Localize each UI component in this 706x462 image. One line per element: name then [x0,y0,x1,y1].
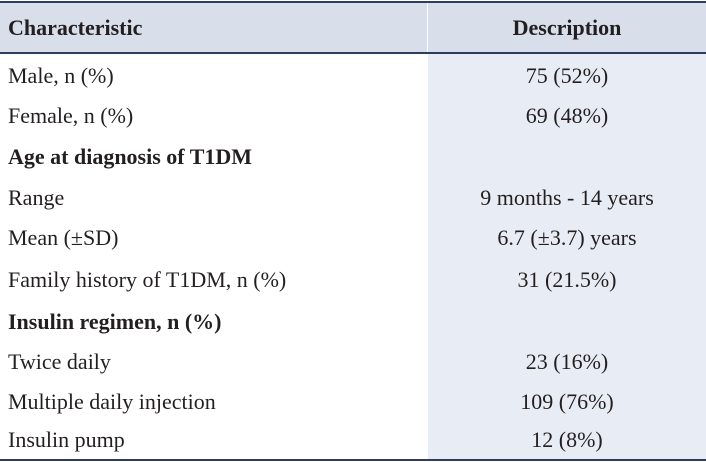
cell-description: 12 (8%) [531,427,603,452]
table-row-twice-daily: Twice daily 23 (16%) [0,342,706,382]
cell-characteristic: Male, n (%) [8,63,114,88]
cell-characteristic: Multiple daily injection [8,389,216,414]
cell-characteristic: Range [8,185,65,210]
column-header-characteristic: Characteristic [8,15,143,40]
table-row-multiple-daily-injection: Multiple daily injection 109 (76%) [0,382,706,422]
table-header-row [0,3,706,52]
cell-characteristic: Female, n (%) [8,103,134,128]
table-row-female: Female, n (%) 69 (48%) [0,96,706,136]
cell-characteristic: Family history of T1DM, n (%) [8,267,287,292]
section-heading: Age at diagnosis of T1DM [8,144,253,169]
column-header-description: Description [512,15,622,40]
cell-description: 23 (16%) [525,349,609,374]
header-column-divider [427,3,428,52]
table-row-insulin-pump: Insulin pump 12 (8%) [0,420,706,460]
cell-characteristic: Insulin pump [8,427,125,452]
table-top-rule [0,1,706,3]
table-section-age-at-diagnosis: Age at diagnosis of T1DM [0,137,706,177]
cell-description: 69 (48%) [525,103,609,128]
cell-description: 9 months - 14 years [480,185,654,210]
section-heading: Insulin regimen, n (%) [8,309,222,334]
cell-description: 75 (52%) [525,63,609,88]
table-row-range: Range 9 months - 14 years [0,178,706,218]
table-section-insulin-regimen: Insulin regimen, n (%) [0,302,706,342]
table-bottom-rule [0,459,706,461]
cell-description: 109 (76%) [520,389,614,414]
cell-description: 31 (21.5%) [517,267,617,292]
table-row-family-history: Family history of T1DM, n (%) 31 (21.5%) [0,260,706,300]
table-row-mean: Mean (±SD) 6.7 (±3.7) years [0,218,706,258]
table-row-male: Male, n (%) 75 (52%) [0,56,706,96]
cell-characteristic: Twice daily [8,349,111,374]
table-header-rule [0,52,706,54]
cell-characteristic: Mean (±SD) [8,225,119,250]
cell-description: 6.7 (±3.7) years [497,225,637,250]
description-column-background [428,54,706,459]
